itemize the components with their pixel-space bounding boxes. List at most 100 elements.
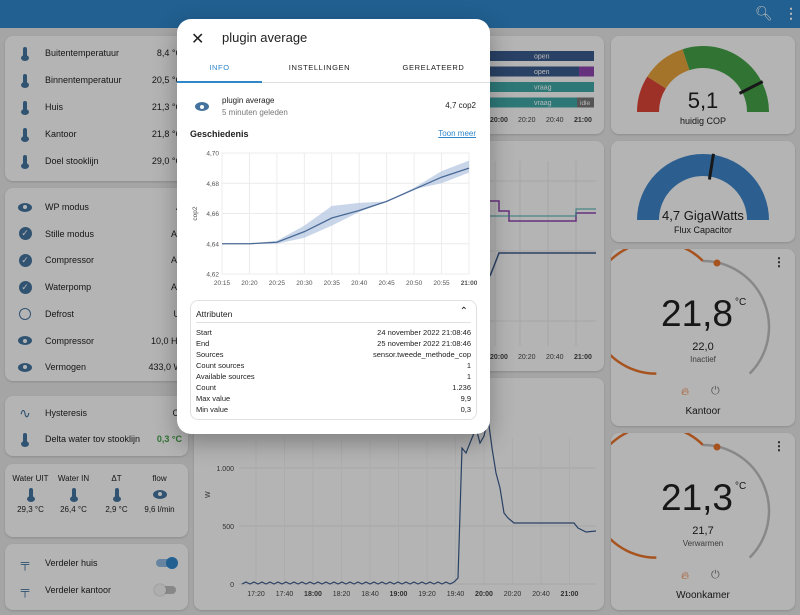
cop-gauge	[637, 46, 769, 113]
glance-item[interactable]: flow 9,6 l/min	[138, 474, 181, 514]
chevron-up-icon[interactable]: ⌃	[459, 306, 468, 317]
eye-icon	[5, 362, 45, 372]
power-icon[interactable]: ⏻	[711, 385, 720, 397]
entity-row[interactable]: ✓Stille modus Aa	[5, 221, 188, 247]
history-header: Geschiedenis Toon meer	[190, 129, 476, 139]
timeline-bar	[488, 51, 594, 61]
thermometer-icon	[5, 101, 45, 115]
x-tick-label: 20:40	[351, 280, 368, 287]
toggle-switch[interactable]	[156, 557, 178, 569]
entity-row-delta-water[interactable]: Delta water tov stooklijn 0,3 °C	[5, 426, 188, 452]
attribute-value: 1.236	[452, 383, 471, 392]
entity-label: Waterpomp	[45, 282, 92, 293]
y-axis-label: W	[205, 491, 212, 498]
glance-item[interactable]: Water IN 26,4 °C	[52, 474, 95, 514]
x-tick-label: 20:20	[241, 280, 258, 287]
x-tick-label: 20:40	[532, 591, 550, 598]
x-tick-label: 20:55	[433, 280, 450, 287]
entity-label: WP modus	[45, 202, 89, 212]
x-tick-label: 20:35	[324, 280, 341, 287]
glance-item[interactable]: Water UIT 29,3 °C	[9, 474, 52, 514]
valve-card: ╤ Verdeler huis ╤ Verdeler kantoor	[5, 544, 188, 610]
toggle-switch[interactable]	[154, 584, 176, 596]
glance-value: 2,9 °C	[105, 505, 128, 514]
entity-state: 4,7 cop2	[445, 101, 476, 110]
more-vert-icon[interactable]: ⋮	[773, 439, 785, 453]
circle-outline-icon	[5, 307, 45, 320]
glance-label: ΔT	[111, 474, 122, 483]
more-vert-icon[interactable]: ⋮	[784, 5, 798, 21]
glance-value: 26,4 °C	[60, 505, 87, 514]
gauge-segment	[682, 46, 769, 113]
dialog-title: plugin average	[222, 30, 308, 45]
thermometer-icon	[5, 128, 45, 142]
power-icon[interactable]: ⏻	[711, 569, 720, 581]
power-series-line	[241, 417, 597, 585]
timeline-bar	[488, 97, 594, 108]
dial-handle[interactable]	[713, 443, 721, 451]
valve-icon: ╤	[20, 556, 30, 570]
eye-icon	[195, 102, 209, 111]
search-icon[interactable]: 🔍︎	[755, 5, 773, 21]
glance-value: 9,6 l/min	[144, 505, 175, 514]
dial-handle[interactable]	[713, 259, 721, 267]
tab-info[interactable]: INFO	[177, 59, 262, 83]
target-temperature: 21,7	[692, 525, 714, 537]
temperature-card: Buitentemperatuur 8,4 °C Binnentemperatuur…	[5, 36, 188, 181]
more-vert-icon[interactable]: ⋮	[773, 255, 785, 269]
entity-state-row[interactable]: plugin average 5 minuten geleden 4,7 cop…	[191, 96, 476, 122]
thermometer-icon	[5, 155, 45, 169]
sine-wave-icon: ∿	[19, 404, 31, 421]
cop-gauge-card[interactable]: 5,1 huidig COP	[611, 36, 795, 134]
entity-row[interactable]: Kantoor 21,8 °C	[5, 121, 188, 147]
thermometer-icon	[5, 47, 45, 61]
attribute-value: 1	[466, 372, 471, 381]
entity-row[interactable]: ✓Waterpomp Aa	[5, 274, 188, 300]
show-more-link[interactable]: Toon meer	[438, 129, 476, 138]
attribute-value: sensor.tweede_methode_cop	[373, 350, 471, 359]
toggle-row[interactable]: ╤ Verdeler kantoor	[5, 577, 188, 603]
entity-label: Verdeler kantoor	[45, 585, 112, 595]
entity-row[interactable]: Doel stooklijn 29,0 °C	[5, 148, 188, 174]
entity-row[interactable]: Buitentemperatuur 8,4 °C	[5, 40, 188, 66]
glance-label: Water UIT	[12, 474, 49, 483]
entity-value: 20,5 °C	[151, 75, 182, 85]
entity-row[interactable]: ✓Compressor Aa	[5, 247, 188, 273]
entity-row[interactable]: Huis 21,3 °C	[5, 94, 188, 120]
timeline-bar	[577, 97, 594, 108]
attribute-key: Available sources	[196, 372, 255, 381]
glance-label: Water IN	[57, 474, 90, 483]
thermostat-name: Woonkamer	[676, 590, 730, 601]
attribute-row: Available sources 1	[196, 372, 471, 383]
entity-row[interactable]: Compressor 10,0 Hz	[5, 328, 188, 354]
close-icon[interactable]: ✕	[191, 31, 205, 48]
gauge-needle	[707, 153, 715, 180]
temperature-unit: °C	[735, 297, 747, 308]
x-tick-label: 21:00	[461, 280, 477, 287]
current-temperature: 21,3	[661, 477, 734, 518]
check-circle-icon: ✓	[5, 227, 45, 241]
gauge-label: Flux Capacitor	[673, 225, 733, 235]
y-tick-label: 1.000	[216, 466, 234, 473]
more-info-dialog: ✕ plugin average INFO INSTELLINGEN GEREL…	[177, 19, 490, 434]
entity-row[interactable]: Binnentemperatuur 20,5 °C	[5, 67, 188, 93]
x-tick-label: 21:00	[574, 354, 592, 361]
flame-icon[interactable]: 🔥︎	[681, 386, 690, 398]
toggle-row[interactable]: ╤ Verdeler huis	[5, 550, 188, 576]
entity-label: Buitentemperatuur	[45, 48, 120, 58]
glance-item[interactable]: ΔT 2,9 °C	[95, 474, 138, 514]
tab-instellingen[interactable]: INSTELLINGEN	[288, 63, 351, 72]
entity-last-changed: 5 minuten geleden	[222, 108, 288, 117]
flame-icon[interactable]: 🔥︎	[681, 570, 690, 582]
x-tick-label: 21:00	[561, 591, 579, 598]
toggle-knob	[166, 557, 178, 569]
timeline-label: vraag	[534, 85, 552, 92]
tab-gerelateerd[interactable]: GERELATEERD	[402, 63, 465, 72]
flux-gauge-card[interactable]: 4,7 GigaWatts Flux Capacitor	[611, 141, 795, 242]
attribute-key: Max value	[196, 394, 231, 403]
entity-label: Compressor	[45, 335, 95, 346]
glance-value: 29,3 °C	[17, 505, 44, 514]
temperature-history-chart: 20:00 20:20 20:40 21:00	[489, 161, 596, 361]
entity-row[interactable]: Vermogen 433,0 W	[5, 354, 188, 380]
y-tick-label: 4,66	[206, 211, 219, 218]
